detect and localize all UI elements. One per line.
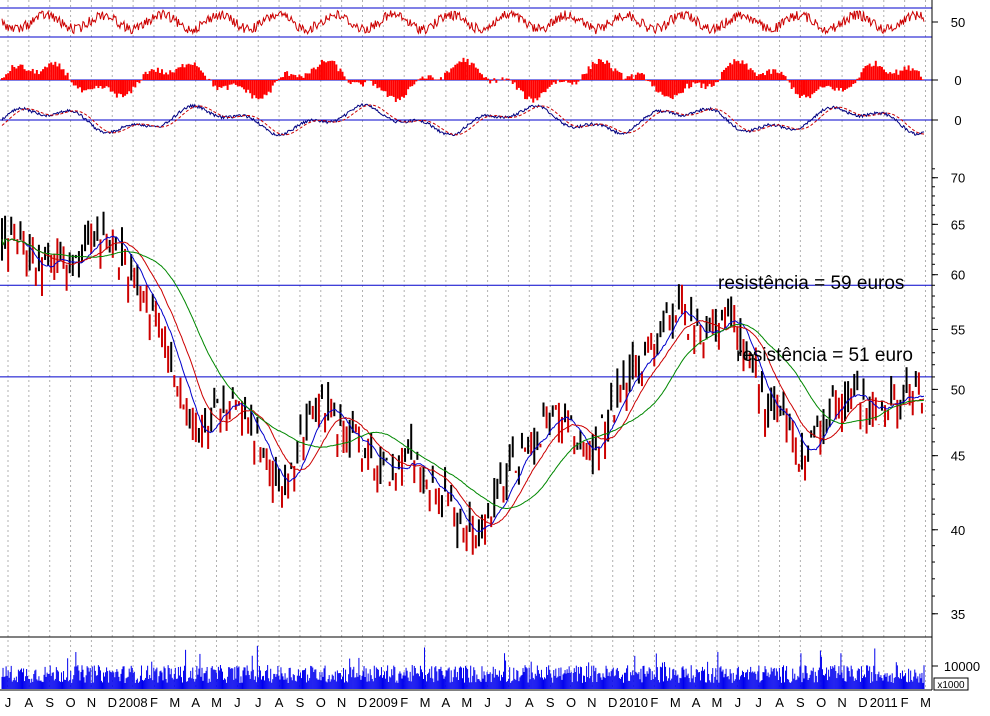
month-tick-label: J bbox=[484, 695, 491, 710]
price-tick-label: 35 bbox=[951, 607, 965, 622]
price-panel bbox=[0, 211, 932, 555]
month-tick-label: J bbox=[735, 695, 742, 710]
month-tick-label: O bbox=[816, 695, 826, 710]
price-tick-label: 40 bbox=[951, 523, 965, 538]
month-tick-label: 2010 bbox=[619, 695, 648, 710]
month-tick-label: S bbox=[296, 695, 305, 710]
month-tick-label: D bbox=[608, 695, 617, 710]
month-tick-label: D bbox=[108, 695, 117, 710]
month-tick-label: 2008 bbox=[119, 695, 148, 710]
volume-panel bbox=[1, 645, 925, 689]
month-tick-label: D bbox=[358, 695, 367, 710]
month-tick-label: A bbox=[191, 695, 200, 710]
month-tick-label: S bbox=[546, 695, 555, 710]
month-tick-label: S bbox=[796, 695, 805, 710]
month-tick-label: M bbox=[670, 695, 681, 710]
price-tick-label: 60 bbox=[951, 268, 965, 283]
month-tick-label: J bbox=[5, 695, 12, 710]
month-tick-label: O bbox=[566, 695, 576, 710]
month-tick-label: J bbox=[234, 695, 241, 710]
month-tick-label: 2009 bbox=[369, 695, 398, 710]
month-tick-label: J bbox=[755, 695, 762, 710]
month-tick-label: O bbox=[65, 695, 75, 710]
resistance-59-label: resistência = 59 euros bbox=[718, 273, 904, 294]
month-tick-label: M bbox=[712, 695, 723, 710]
price-tick-label: 65 bbox=[951, 217, 965, 232]
month-tick-label: F bbox=[650, 695, 658, 710]
month-tick-label: 2011 bbox=[870, 695, 898, 710]
ma-mid-line bbox=[1, 238, 925, 525]
volume-unit-label: x1000 bbox=[937, 680, 965, 691]
month-tick-label: J bbox=[505, 695, 512, 710]
month-tick-label: J bbox=[255, 695, 262, 710]
month-tick-label: A bbox=[275, 695, 284, 710]
month-tick-label: O bbox=[316, 695, 326, 710]
price-tick-label: 50 bbox=[951, 382, 965, 397]
month-tick-label: S bbox=[45, 695, 54, 710]
price-tick-label: 55 bbox=[951, 322, 965, 337]
ma-short-line bbox=[1, 235, 925, 533]
osc1-tick-label: 50 bbox=[951, 15, 965, 30]
month-tick-label: A bbox=[692, 695, 701, 710]
month-tick-label: M bbox=[211, 695, 222, 710]
month-tick-label: N bbox=[837, 695, 846, 710]
oscillator-2-panel bbox=[0, 57, 932, 103]
month-tick-label: F bbox=[400, 695, 408, 710]
volume-tick-label: 10000 bbox=[944, 659, 980, 674]
price-tick-label: 70 bbox=[951, 171, 965, 186]
volume-unit-box bbox=[933, 677, 969, 691]
month-tick-label: A bbox=[25, 695, 34, 710]
oscillator-1-panel bbox=[0, 7, 932, 38]
month-tick-label: M bbox=[169, 695, 180, 710]
osc3-line bbox=[1, 102, 925, 137]
month-tick-label: N bbox=[87, 695, 96, 710]
month-tick-label: F bbox=[901, 695, 909, 710]
osc3-tick-label: 0 bbox=[954, 113, 961, 128]
month-tick-label: M bbox=[920, 695, 931, 710]
month-tick-label: A bbox=[775, 695, 784, 710]
resistance-51-label: resistência = 51 euro bbox=[736, 345, 913, 366]
month-tick-label: M bbox=[420, 695, 431, 710]
ma-long-line bbox=[1, 238, 925, 509]
price-tick-label: 45 bbox=[951, 449, 965, 464]
month-tick-label: F bbox=[150, 695, 158, 710]
oscillator-3-panel bbox=[0, 102, 932, 137]
month-tick-label: A bbox=[442, 695, 451, 710]
month-tick-label: N bbox=[337, 695, 346, 710]
osc2-tick-label: 0 bbox=[954, 73, 961, 88]
month-tick-label: D bbox=[858, 695, 867, 710]
month-tick-label: A bbox=[525, 695, 534, 710]
month-tick-label: M bbox=[461, 695, 472, 710]
month-tick-label: N bbox=[587, 695, 596, 710]
osc1-line bbox=[1, 9, 925, 36]
